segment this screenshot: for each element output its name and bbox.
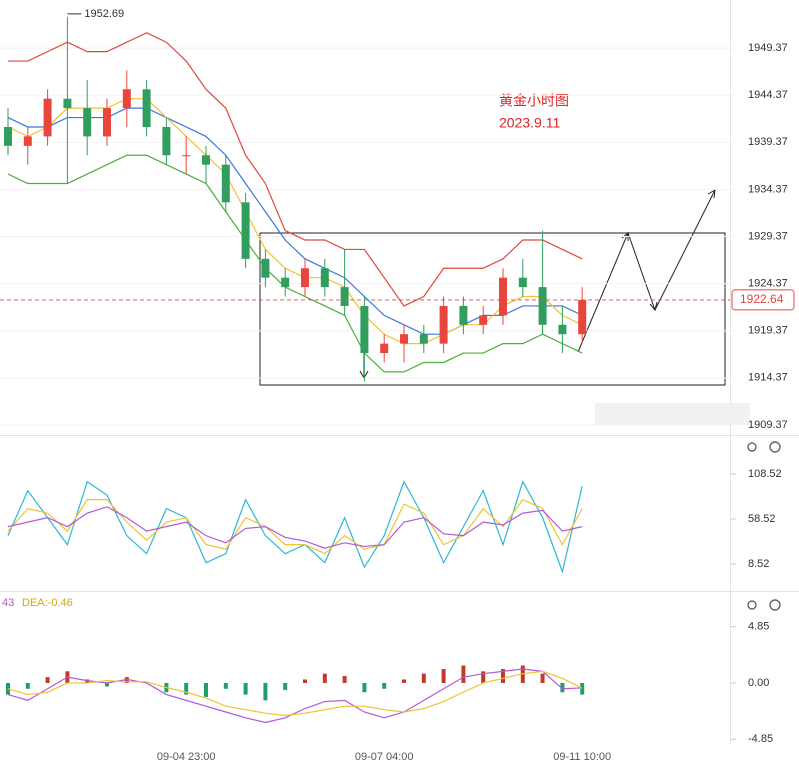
settings-icon[interactable]	[747, 600, 757, 610]
candle-body	[360, 305, 369, 354]
macd-bar	[303, 679, 307, 683]
candle-body	[558, 324, 567, 335]
candle-body	[221, 164, 230, 203]
candle-body	[439, 305, 448, 344]
macd-bar	[362, 682, 367, 693]
indicator-line	[7, 670, 583, 717]
dea-label: DEA:-0.46	[22, 597, 73, 609]
macd-bar	[580, 682, 585, 695]
macd-bar	[540, 673, 545, 683]
candle-body	[419, 334, 428, 344]
candle-body	[459, 305, 468, 325]
y-tick-label: 4.85	[748, 621, 769, 633]
candle-body	[281, 277, 290, 288]
blurred-watermark	[595, 403, 750, 425]
candle-body	[301, 268, 309, 288]
last-price-label: 1922.64	[740, 292, 784, 306]
y-tick-label: 1934.37	[748, 183, 788, 195]
candle-body	[162, 126, 171, 156]
y-tick-label: 108.52	[748, 468, 782, 480]
candle-body	[4, 126, 12, 146]
y-tick-label: 1914.37	[748, 372, 788, 384]
y-tick-label: 0.00	[748, 677, 769, 689]
candle-body	[538, 287, 547, 325]
last-price-badge	[731, 289, 795, 311]
y-tick-label: 1924.37	[748, 278, 788, 290]
annotation: 2023.9.11	[499, 115, 560, 131]
macd-bar	[322, 673, 327, 683]
dif-label: 43	[2, 597, 14, 609]
macd-bar	[25, 682, 30, 689]
macd-bar	[382, 682, 387, 689]
macd-bar	[402, 679, 406, 683]
macd-bar	[481, 671, 486, 683]
indicator-line	[7, 480, 583, 574]
indicator-line	[7, 154, 583, 373]
annotation: 黄金小时图	[499, 93, 569, 109]
x-tick-label: 09-11 10:00	[553, 751, 611, 763]
y-tick-label: 1949.37	[748, 42, 788, 54]
candle-body	[400, 334, 408, 344]
candle-body	[578, 299, 587, 335]
panel-icons	[747, 441, 781, 611]
macd-bar	[223, 682, 228, 689]
y-tick-label: 1939.37	[748, 136, 788, 148]
y-tick-label: 1919.37	[748, 325, 788, 337]
arrow-head	[649, 301, 658, 312]
macd-bar	[342, 675, 347, 683]
candle-body	[83, 108, 92, 137]
candle-body	[320, 268, 329, 288]
candle-body	[103, 108, 111, 137]
y-tick-label: -4.85	[748, 733, 773, 745]
y-tick-label: 8.52	[748, 558, 769, 570]
y-tick-label: 1909.37	[748, 419, 788, 431]
macd-bar	[560, 682, 565, 693]
macd-bar	[263, 682, 268, 701]
candle-body	[340, 287, 349, 306]
candle-body	[479, 315, 488, 325]
candle-body	[182, 155, 191, 157]
indicator-line	[7, 506, 583, 549]
macd-bar	[105, 682, 109, 687]
range-box	[259, 232, 726, 386]
indicator-line	[8, 32, 583, 307]
candle-body	[499, 277, 507, 316]
macd-bar	[45, 677, 50, 683]
candle-body	[380, 343, 389, 354]
candle-body	[122, 89, 131, 109]
y-tick-label: 1944.37	[748, 89, 788, 101]
indicator-line	[7, 498, 583, 555]
macd-bar	[441, 669, 446, 683]
close-icon[interactable]	[769, 441, 781, 453]
arrow-head	[707, 189, 716, 199]
macd-bar	[501, 669, 505, 683]
macd-bar	[283, 682, 288, 690]
x-tick-label: 09-07 04:00	[355, 751, 414, 763]
candle-body	[202, 155, 210, 165]
candle-body	[261, 258, 270, 278]
macd-bar	[184, 682, 189, 695]
indicator-line	[7, 668, 583, 724]
y-tick-label: 58.52	[748, 513, 776, 525]
candle-body	[23, 136, 32, 146]
candle-body	[142, 89, 151, 127]
candle-body	[63, 98, 72, 109]
x-tick-label: 09-04 23:00	[157, 751, 216, 763]
candle-body	[241, 202, 250, 259]
close-icon[interactable]	[769, 599, 781, 611]
macd-bar	[6, 682, 10, 695]
macd-bar	[243, 682, 248, 695]
high-label: 1952.69	[84, 8, 124, 20]
settings-icon[interactable]	[747, 442, 757, 452]
macd-bar	[204, 682, 208, 697]
macd-bar	[421, 673, 426, 683]
candle-body	[43, 98, 52, 137]
forecast-path	[577, 189, 716, 353]
y-tick-label: 1929.37	[748, 230, 788, 242]
candle-body	[518, 277, 527, 288]
macd-bar	[461, 665, 466, 683]
